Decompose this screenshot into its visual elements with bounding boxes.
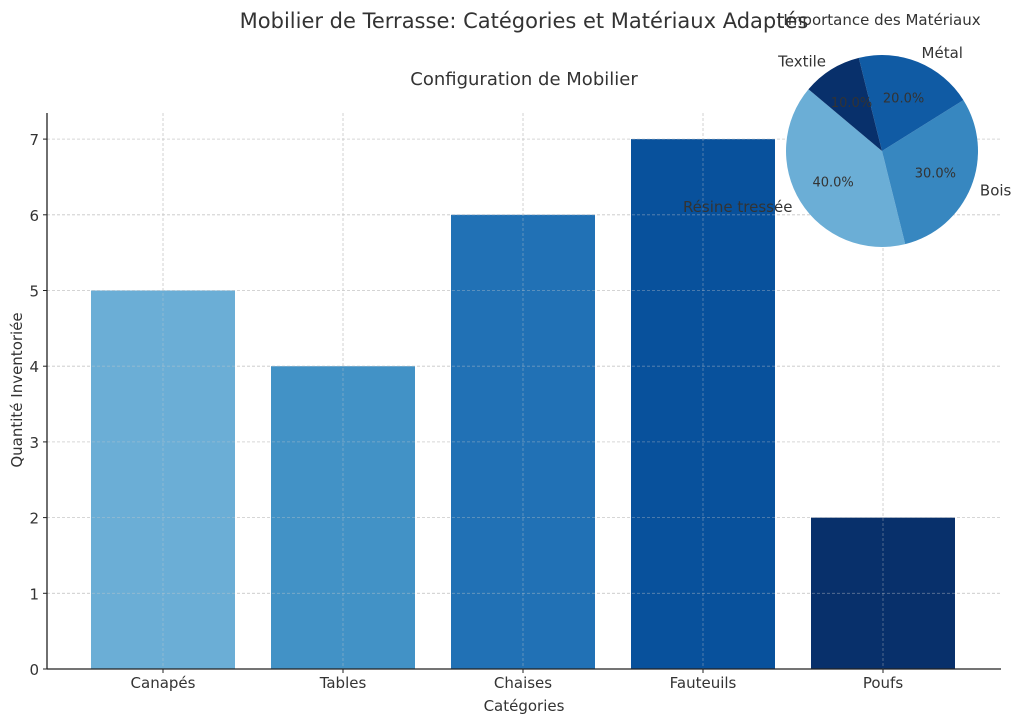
x-tick-label: Canapés	[131, 674, 196, 692]
bar-canaps	[91, 290, 235, 669]
pie-chart-title: Importance des Matériaux	[783, 11, 980, 29]
x-tick-label: Fauteuils	[670, 674, 737, 692]
x-tick-label: Tables	[319, 674, 367, 692]
y-tick-label: 1	[29, 585, 39, 603]
pie-pct-label: 20.0%	[883, 92, 924, 107]
x-axis-label: Catégories	[484, 697, 565, 715]
bar-tables	[271, 366, 415, 669]
pie-category-label: Textile	[777, 52, 826, 70]
x-ticks: Canapés Tables Chaises Fauteuils Poufs	[131, 669, 903, 692]
figure-suptitle: Mobilier de Terrasse: Catégories et Maté…	[240, 9, 809, 33]
y-axis-label: Quantité Inventoriée	[8, 312, 26, 467]
pie-wedge-bois	[882, 100, 978, 245]
y-tick-label: 7	[29, 131, 39, 149]
bar-fauteuils	[631, 139, 775, 670]
pie-pct-label: 30.0%	[915, 167, 956, 182]
pie-category-label: Métal	[922, 44, 963, 62]
bars	[91, 139, 955, 670]
y-tick-label: 4	[29, 358, 39, 376]
pie-wedges	[785, 55, 978, 248]
pie-wedge-mtal	[858, 55, 964, 151]
y-tick-label: 0	[29, 661, 39, 679]
bar-chart-title: Configuration de Mobilier	[410, 69, 638, 90]
pie-wedge-rsinetresse	[785, 89, 906, 248]
pie-category-label: Résine tressée	[683, 198, 793, 216]
bar-chart: 0 1 2 3 4 5 6 7 Canapés Tables Chaises Fauteuils Po…	[8, 69, 1001, 715]
x-tick-label: Poufs	[863, 674, 903, 692]
x-tick-label: Chaises	[494, 674, 552, 692]
y-tick-label: 6	[29, 207, 39, 225]
pie-chart: 40.0% Résine tressée 30.0% Bois 20.0% Métal 10…	[683, 11, 1012, 248]
pie-labels: 40.0% Résine tressée 30.0% Bois 20.0% Métal 10…	[683, 44, 1012, 216]
y-tick-label: 3	[29, 434, 39, 452]
y-tick-label: 5	[29, 283, 39, 301]
pie-wedge-textile	[808, 57, 882, 152]
y-ticks: 0 1 2 3 4 5 6 7	[29, 131, 47, 679]
pie-pct-label: 10.0%	[831, 96, 872, 111]
y-tick-label: 2	[29, 510, 39, 528]
pie-category-label: Bois	[980, 182, 1012, 200]
pie-pct-label: 40.0%	[812, 176, 853, 191]
bar-poufs	[811, 517, 955, 669]
bar-chaises	[451, 214, 595, 670]
